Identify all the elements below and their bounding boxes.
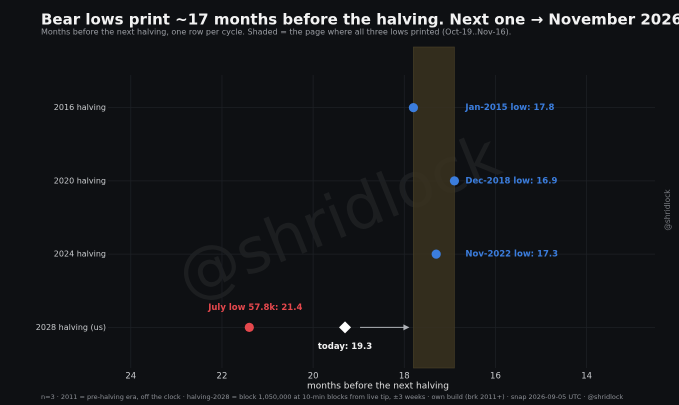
x-tick-label: 22 bbox=[217, 372, 228, 382]
x-tick-label: 16 bbox=[490, 372, 501, 382]
data-label: July low 57.8k: 21.4 bbox=[207, 303, 302, 313]
side-text: @shridlock bbox=[663, 189, 672, 231]
x-axis-label: months before the next halving bbox=[307, 382, 449, 392]
y-tick-label: 2028 halving (us) bbox=[36, 323, 106, 332]
point bbox=[431, 249, 441, 259]
chart-title: Bear lows print ~17 months before the ha… bbox=[41, 11, 679, 29]
footer: n=3 · 2011 = pre-halving era, off the cl… bbox=[41, 393, 623, 401]
point bbox=[339, 321, 352, 334]
arrow-head bbox=[403, 324, 410, 331]
point bbox=[449, 176, 460, 186]
data-label: Nov-2022 low: 17.3 bbox=[465, 250, 558, 260]
y-tick-label: 2020 halving bbox=[54, 176, 106, 185]
data-label: Jan-2015 low: 17.8 bbox=[464, 103, 554, 113]
x-tick-label: 18 bbox=[399, 372, 410, 382]
data-label: today: 19.3 bbox=[318, 342, 372, 352]
x-tick-label: 20 bbox=[308, 372, 319, 382]
chart-subtitle: Months before the next halving, one row … bbox=[41, 28, 511, 37]
point bbox=[408, 103, 419, 113]
y-tick-label: 2024 halving bbox=[54, 250, 106, 259]
point bbox=[244, 322, 254, 332]
y-tick-label: 2016 halving bbox=[54, 103, 106, 112]
x-tick-label: 14 bbox=[581, 372, 592, 382]
x-tick-label: 24 bbox=[125, 372, 136, 382]
data-label: Dec-2018 low: 16.9 bbox=[465, 176, 557, 186]
shaded-span bbox=[413, 46, 455, 369]
